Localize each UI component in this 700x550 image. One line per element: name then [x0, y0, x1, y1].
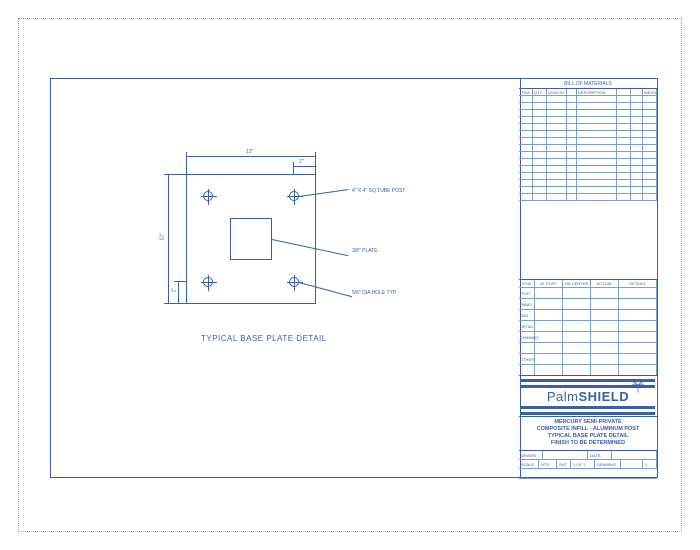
footer-cell: SCALE [519, 460, 539, 468]
bom-row [519, 173, 657, 180]
dim-left-full: 12" [160, 233, 166, 240]
title-line-3: TYPICAL BASE PLATE DETAIL [519, 433, 657, 440]
bom-col-header: QTY [533, 89, 547, 95]
bom-col-header [631, 89, 643, 95]
title-block: BILL OF MATERIALS ITEMQTYLENGTH DESCRIPTI… [519, 79, 657, 477]
bom-col-header: DESCRIPTION [577, 89, 617, 95]
bom-row [519, 117, 657, 124]
bom-row [519, 124, 657, 131]
rev-row: DETAIL [519, 321, 657, 332]
palm-tree-icon [631, 380, 645, 394]
title-line-2: COMPOSITE INFILL - ALUMINUM POST [519, 426, 657, 433]
rev-row [519, 343, 657, 354]
footer-cell: 1 OF 1 [571, 460, 595, 468]
base-plate-detail: 12" 2" 12" 2" 4" X 4" SQ TUBE POST [186, 174, 316, 304]
bom-row [519, 145, 657, 152]
bolt-hole-tr [289, 191, 299, 201]
dim-top-full: 12" [246, 149, 253, 155]
logo-text: PalmSHIELD [544, 389, 632, 404]
bom-table: ITEMQTYLENGTH DESCRIPTION WEIGHT [519, 89, 657, 201]
rev-row: PANEL [519, 299, 657, 310]
drawing-area: 12" 2" 12" 2" 4" X 4" SQ TUBE POST [51, 79, 521, 477]
bom-row [519, 166, 657, 173]
bolt-hole-br [289, 277, 299, 287]
rev-col-header: ACTUAL [591, 280, 619, 287]
dim-left-off: 2" [171, 288, 177, 293]
footer-grid: DRAWN DATE SCALENTSSHT1 OF 1DRAWING 1 [519, 451, 657, 477]
bom-row [519, 187, 657, 194]
title-line-1: MERCURY SEMI-PRIVATE [519, 419, 657, 426]
callout-post: 4" X 4" SQ TUBE POST [352, 188, 405, 194]
rev-col-header: DETAILS [619, 280, 657, 287]
bom-row [519, 194, 657, 201]
rev-row: OTHER [519, 354, 657, 365]
logo-block: PalmSHIELD [519, 375, 657, 417]
footer-cell: SHT [557, 460, 571, 468]
dim-top-off: 2" [299, 159, 304, 165]
rev-row: RAIL [519, 310, 657, 321]
plate-inner-square [230, 218, 272, 260]
title-line-4: FINISH TO BE DETERMINED [519, 440, 657, 447]
rev-row: CHANNEL [519, 332, 657, 343]
bom-col-header: LENGTH [547, 89, 567, 95]
footer-cell: DRAWN [519, 451, 543, 459]
bolt-hole-bl [203, 277, 213, 287]
footer-cell [612, 451, 657, 459]
bom-col-header [617, 89, 631, 95]
footer-cell: DRAWING [595, 460, 621, 468]
footer-cell: 1 [643, 460, 657, 468]
footer-cell: DATE [588, 451, 612, 459]
rev-col-header: AT POST [535, 280, 563, 287]
bom-row [519, 96, 657, 103]
bom-col-header [567, 89, 577, 95]
bom-col-header: ITEM [519, 89, 533, 95]
bom-row [519, 131, 657, 138]
bom-row [519, 180, 657, 187]
revision-table: SYMAT POSTON CENTERACTUALDETAILS POSTPAN… [519, 279, 657, 375]
bom-header: BILL OF MATERIALS [519, 79, 657, 89]
footer-cell [621, 460, 643, 468]
bom-row [519, 103, 657, 110]
bom-row [519, 152, 657, 159]
footer-cell [543, 451, 588, 459]
callout-plate: 3/8" PLATE [352, 248, 378, 254]
bolt-hole-tl [203, 191, 213, 201]
bom-row [519, 110, 657, 117]
bom-row [519, 138, 657, 145]
project-title: MERCURY SEMI-PRIVATE COMPOSITE INFILL - … [519, 417, 657, 451]
bom-row [519, 159, 657, 166]
footer-cell: NTS [539, 460, 557, 468]
rev-col-header: ON CENTER [563, 280, 591, 287]
callout-bolt: 5/8" DIA HOLE TYP [352, 290, 396, 296]
rev-row: POST [519, 288, 657, 299]
detail-title: TYPICAL BASE PLATE DETAIL [201, 334, 327, 343]
bom-col-header: WEIGHT [643, 89, 657, 95]
rev-col-header: SYM [519, 280, 535, 287]
drawing-sheet: 12" 2" 12" 2" 4" X 4" SQ TUBE POST [50, 78, 658, 478]
